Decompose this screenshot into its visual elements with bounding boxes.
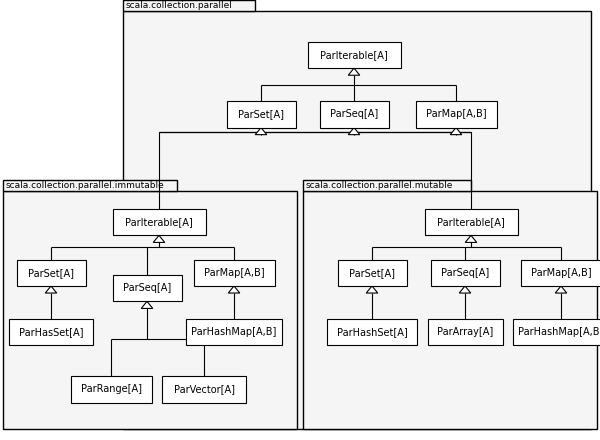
Text: ParArray[A]: ParArray[A] <box>437 327 493 337</box>
Bar <box>327 319 417 345</box>
Text: ParRange[A]: ParRange[A] <box>80 385 142 394</box>
Text: ParSeq[A]: ParSeq[A] <box>123 283 171 293</box>
Bar <box>320 101 389 128</box>
Text: ParHashMap[A,B]: ParHashMap[A,B] <box>191 327 277 337</box>
Polygon shape <box>459 286 471 293</box>
Text: ParHashMap[A,B]: ParHashMap[A,B] <box>518 327 600 337</box>
Bar <box>113 209 205 235</box>
Polygon shape <box>465 235 477 242</box>
Text: ParIterable[A]: ParIterable[A] <box>437 217 505 227</box>
Polygon shape <box>228 286 240 293</box>
Text: ParMap[A,B]: ParMap[A,B] <box>530 268 592 278</box>
Text: ParIterable[A]: ParIterable[A] <box>320 50 388 60</box>
Bar <box>415 101 497 128</box>
Text: scala.collection.parallel.immutable: scala.collection.parallel.immutable <box>6 181 165 190</box>
Bar <box>186 319 282 345</box>
Text: ParSet[A]: ParSet[A] <box>28 268 74 278</box>
Text: ParSet[A]: ParSet[A] <box>349 268 395 278</box>
Text: ParMap[A,B]: ParMap[A,B] <box>425 110 487 119</box>
Bar <box>521 260 600 286</box>
Bar <box>17 260 86 286</box>
Polygon shape <box>366 286 378 293</box>
Bar <box>162 376 246 403</box>
Bar <box>193 260 275 286</box>
Bar <box>123 11 591 429</box>
Bar <box>113 275 182 301</box>
Polygon shape <box>153 235 165 242</box>
Text: ParSeq[A]: ParSeq[A] <box>441 268 489 278</box>
Bar <box>513 319 600 345</box>
Text: ParVector[A]: ParVector[A] <box>173 385 235 394</box>
Text: scala.collection.parallel.mutable: scala.collection.parallel.mutable <box>306 181 454 190</box>
Bar <box>9 319 93 345</box>
Text: ParMap[A,B]: ParMap[A,B] <box>203 268 265 278</box>
Polygon shape <box>450 128 462 135</box>
Bar <box>303 180 471 191</box>
Polygon shape <box>348 128 360 135</box>
Polygon shape <box>348 68 360 75</box>
Bar <box>427 319 503 345</box>
Polygon shape <box>555 286 567 293</box>
Bar <box>3 191 297 429</box>
Text: ParHasSet[A]: ParHasSet[A] <box>19 327 83 337</box>
Text: ParIterable[A]: ParIterable[A] <box>125 217 193 227</box>
Text: scala.collection.parallel: scala.collection.parallel <box>126 1 233 10</box>
Bar <box>308 42 401 68</box>
Bar <box>425 209 517 235</box>
Text: ParSeq[A]: ParSeq[A] <box>330 110 378 119</box>
Polygon shape <box>141 301 153 308</box>
Bar <box>431 260 499 286</box>
Polygon shape <box>255 128 267 135</box>
Bar <box>337 260 407 286</box>
Text: ParHashSet[A]: ParHashSet[A] <box>337 327 407 337</box>
Bar <box>227 101 296 128</box>
Bar <box>3 180 177 191</box>
Bar <box>303 191 597 429</box>
Bar <box>71 376 151 403</box>
Bar <box>123 0 255 11</box>
Text: ParSet[A]: ParSet[A] <box>238 110 284 119</box>
Polygon shape <box>45 286 57 293</box>
